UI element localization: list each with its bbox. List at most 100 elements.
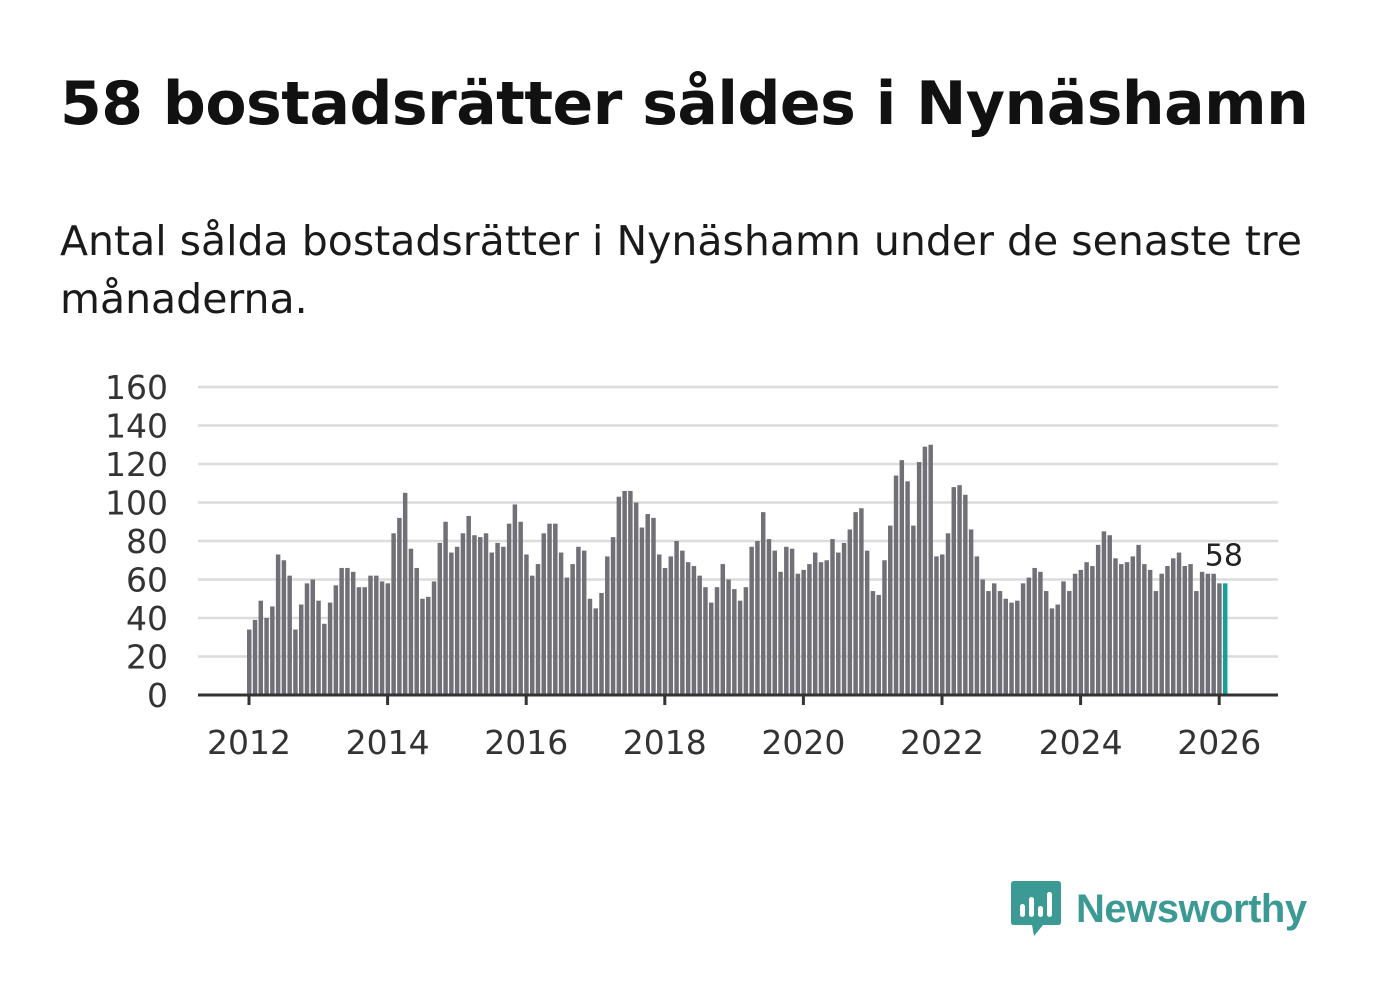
- bar: [864, 550, 870, 695]
- bar: [339, 567, 344, 695]
- bar: [1049, 608, 1055, 695]
- bar: [882, 560, 887, 695]
- bar: [651, 517, 656, 695]
- bar: [420, 598, 425, 695]
- bar: [518, 521, 523, 695]
- bar: [772, 550, 777, 695]
- bar: [928, 444, 933, 695]
- bar: [449, 552, 454, 695]
- bar: [599, 592, 604, 695]
- bar: [1032, 567, 1037, 695]
- x-tick-label: 2014: [346, 723, 430, 762]
- bar: [1113, 558, 1118, 695]
- bar: [1015, 600, 1020, 695]
- bar: [1182, 566, 1188, 695]
- bar: [622, 490, 627, 695]
- bar: [697, 575, 702, 695]
- x-axis: 2012 2014 2016 2018 2020 2022 2024 2026: [207, 695, 1261, 762]
- bar: [986, 591, 991, 695]
- bar: [570, 564, 575, 695]
- bar: [1194, 591, 1199, 695]
- latest-value-label: 58: [1205, 538, 1243, 573]
- bar: [402, 492, 408, 695]
- y-tick-label: 20: [126, 638, 168, 677]
- bar: [322, 623, 327, 695]
- bar: [443, 521, 448, 695]
- y-tick-label: 120: [105, 445, 168, 484]
- bar: [1147, 569, 1153, 695]
- bar: [1038, 571, 1043, 695]
- bar: [714, 587, 720, 695]
- bar: [968, 529, 974, 695]
- x-tick-label: 2026: [1177, 723, 1261, 762]
- bars: [247, 444, 1228, 695]
- bar: [1026, 577, 1032, 695]
- bar: [905, 481, 910, 695]
- bar: [356, 587, 362, 695]
- bar: [812, 552, 818, 695]
- page-title: 58 bostadsrätter såldes i Nynäshamn: [60, 69, 1309, 139]
- bar: [703, 587, 708, 695]
- bar: [836, 552, 841, 695]
- bar: [755, 541, 760, 695]
- bar: [1101, 531, 1107, 695]
- bar: [362, 587, 367, 695]
- bar: [397, 517, 402, 695]
- bar: [853, 512, 858, 695]
- bar: [709, 602, 714, 695]
- bar: [847, 529, 853, 695]
- bar: [1153, 591, 1159, 695]
- bar: [1124, 562, 1130, 695]
- page-subtitle: Antal sålda bostadsrätter i Nynäshamn un…: [60, 217, 1302, 323]
- bar: [726, 579, 731, 695]
- bar-latest: [1222, 583, 1228, 695]
- y-tick-label: 80: [126, 522, 168, 561]
- bar: [1020, 583, 1026, 695]
- bar: [587, 598, 593, 695]
- bar: [760, 512, 766, 695]
- bar: [270, 606, 275, 695]
- bar: [581, 550, 587, 695]
- bar: [997, 591, 1003, 695]
- bar: [778, 571, 783, 695]
- x-tick-label: 2022: [900, 723, 984, 762]
- y-tick-label: 60: [126, 561, 168, 600]
- x-tick-label: 2018: [623, 723, 707, 762]
- bar: [310, 579, 315, 695]
- bar: [616, 496, 622, 695]
- bar: [247, 629, 252, 695]
- bar: [888, 525, 893, 695]
- bar: [1136, 544, 1141, 695]
- bar: [368, 575, 373, 695]
- bar: [841, 542, 847, 695]
- bar: [818, 562, 824, 695]
- bar: [1009, 602, 1014, 695]
- bar: [281, 560, 287, 695]
- bar: [379, 581, 385, 695]
- bar: [304, 583, 310, 695]
- bar: [957, 485, 962, 695]
- bar: [893, 475, 899, 695]
- bar: [1072, 573, 1078, 695]
- bar: [784, 546, 789, 695]
- bar: [408, 548, 414, 695]
- bar: [506, 523, 512, 695]
- bar: [789, 548, 795, 695]
- bar: [916, 462, 922, 695]
- bar: [501, 546, 506, 695]
- bar: [333, 585, 339, 695]
- bar: [298, 604, 304, 695]
- bar: [685, 562, 691, 695]
- y-tick-label: 100: [105, 484, 168, 523]
- bar: [674, 541, 679, 695]
- bar: [940, 554, 945, 695]
- bar: [991, 583, 997, 695]
- bar: [605, 556, 610, 695]
- bar: [1084, 562, 1089, 695]
- bar: [980, 579, 985, 695]
- newsworthy-logo-icon: [1011, 881, 1061, 936]
- y-tick-label: 160: [105, 368, 168, 407]
- bar: [610, 537, 616, 695]
- bar: [974, 556, 980, 695]
